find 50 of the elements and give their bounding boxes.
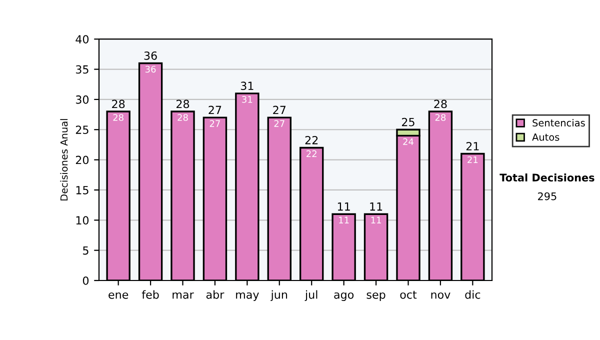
- x-tick-label: oct: [400, 290, 417, 299]
- data-label: 11: [371, 216, 381, 224]
- y-tick-label: 10: [76, 216, 89, 225]
- data-label: 11: [339, 216, 349, 224]
- total-label: 21: [466, 142, 479, 150]
- y-tick-label: 0: [82, 276, 89, 285]
- total-label: 11: [370, 202, 382, 211]
- x-tick-label: ene: [108, 292, 128, 299]
- legend-label: Autos: [532, 134, 560, 141]
- y-tick-label: 20: [76, 156, 89, 164]
- data-label: 28: [435, 114, 446, 121]
- total-label: 28: [434, 100, 447, 108]
- data-label: 21: [468, 156, 478, 164]
- data-label: 27: [210, 120, 220, 127]
- total-label: 31: [240, 82, 254, 90]
- y-axis-title: Decisiones Anual: [60, 119, 68, 200]
- total-label: 27: [273, 106, 286, 114]
- text: Total Decisiones: [500, 173, 594, 182]
- y-tick-label: 15: [76, 186, 88, 194]
- total-label: 22: [305, 136, 318, 144]
- total-label: 36: [144, 51, 157, 60]
- x-tick-label: sep: [366, 292, 386, 301]
- x-tick-label: ago: [334, 292, 354, 301]
- x-tick-label: dic: [465, 290, 480, 299]
- x-tick-label: nov: [431, 292, 450, 299]
- total-label: 11: [338, 202, 350, 211]
- x-tick-label: may: [236, 292, 259, 301]
- data-label: 22: [306, 150, 316, 158]
- total-label: 25: [402, 118, 414, 126]
- x-tick-label: jun: [270, 290, 288, 301]
- total-label: 28: [176, 100, 190, 108]
- x-tick-label: mar: [172, 292, 194, 299]
- total-label: 28: [112, 100, 125, 108]
- x-tick-label: jul: [304, 290, 318, 301]
- y-tick-label: 35: [76, 65, 88, 74]
- y-tick-label: 40: [76, 35, 89, 44]
- data-label: 28: [178, 114, 188, 121]
- x-tick-label: feb: [142, 290, 159, 299]
- legend-label: Sentencias: [532, 118, 585, 127]
- data-label: 31: [242, 96, 252, 103]
- data-label: 36: [145, 66, 156, 73]
- data-label: 28: [113, 114, 124, 121]
- y-tick-label: 5: [83, 246, 88, 255]
- x-tick-label: abr: [206, 290, 224, 299]
- total-label: 27: [208, 106, 222, 114]
- data-label: 24: [403, 138, 414, 145]
- data-label: 27: [274, 120, 284, 127]
- text: 295: [538, 192, 556, 200]
- y-tick-label: 25: [76, 126, 88, 134]
- y-tick-label: 30: [76, 95, 89, 104]
